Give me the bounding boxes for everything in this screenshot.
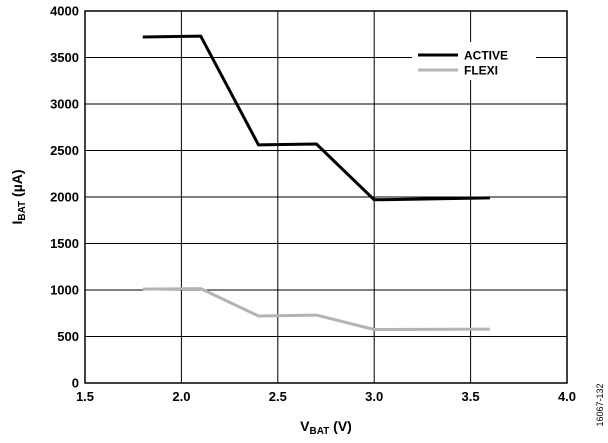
y-tick-label: 500 [57, 329, 79, 344]
y-tick-label: 0 [72, 376, 79, 391]
series-line-flexi [142, 287, 490, 331]
y-tick-label: 1000 [50, 283, 79, 298]
y-tick-label: 3000 [50, 97, 79, 112]
legend-label-active: ACTIVE [464, 49, 508, 63]
x-axis-title: VBAT (V) [300, 418, 352, 437]
x-tick-label: 1.5 [76, 389, 94, 404]
y-tick-label: 4000 [50, 4, 79, 19]
legend-background [412, 42, 536, 80]
y-axis-title: IBAT (µA) [9, 169, 28, 224]
y-tick-label: 2500 [50, 143, 79, 158]
y-tick-label: 2000 [50, 190, 79, 205]
plot-frame [84, 10, 568, 384]
x-tick-label: 2.5 [269, 389, 287, 404]
x-tick-label: 3.0 [365, 389, 383, 404]
legend-label-flexi: FLEXI [464, 64, 498, 78]
series-line-active [142, 34, 490, 202]
x-tick-label: 2.0 [172, 389, 190, 404]
x-tick-label: 3.5 [462, 389, 480, 404]
y-tick-label: 1500 [50, 236, 79, 251]
axis-ticks: 1.5 2.0 2.5 3.0 3.5 4.0 0 500 1000 1500 2000 2500 30… [50, 4, 576, 405]
x-tick-label: 4.0 [558, 389, 576, 404]
figure-id: 16067-132 [595, 383, 605, 426]
y-tick-label: 3500 [50, 50, 79, 65]
series-lines [142, 34, 490, 331]
